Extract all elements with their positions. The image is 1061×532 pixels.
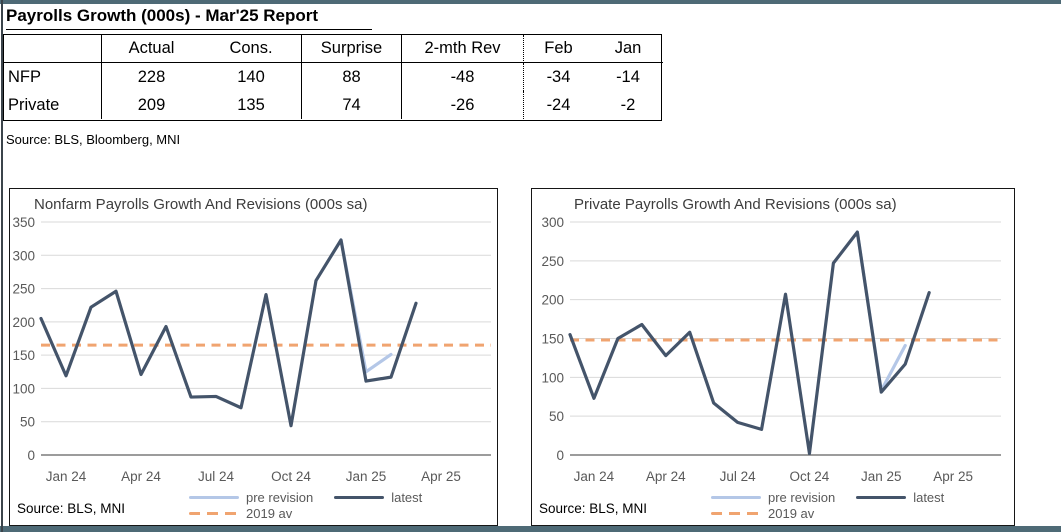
table-header-feb[interactable]: Feb (523, 35, 593, 63)
svg-text:300: 300 (541, 215, 564, 230)
svg-text:200: 200 (541, 293, 564, 308)
row-label-nfp[interactable]: NFP (8, 67, 41, 86)
private-legend-row-1: pre revision latest (711, 490, 944, 505)
legend-label-2019-av: 2019 av (246, 506, 293, 521)
svg-text:Oct 24: Oct 24 (790, 469, 830, 484)
nfp-actual[interactable]: 228 (101, 63, 201, 91)
svg-text:100: 100 (541, 370, 564, 385)
table-header-jan[interactable]: Jan (593, 35, 663, 63)
nonfarm-chart-title: Nonfarm Payrolls Growth And Revisions (0… (34, 196, 368, 213)
svg-text:0: 0 (27, 448, 35, 463)
nfp-surprise[interactable]: 88 (301, 63, 401, 91)
svg-text:200: 200 (12, 315, 35, 330)
legend-label-2019-av: 2019 av (768, 506, 815, 521)
pre-revision-line-swatch (711, 495, 761, 500)
private-cons[interactable]: 135 (237, 95, 265, 114)
private-surprise[interactable]: 74 (301, 91, 401, 119)
nonfarm-payrolls-chart[interactable]: 0 50 100 150 200 250 300 350 Jan 24 Apr 24 Jul 24 O… (9, 188, 498, 526)
private-legend-row-2: 2019 av (711, 506, 814, 521)
svg-text:Oct 24: Oct 24 (271, 469, 311, 484)
table-header-actual[interactable]: Actual (101, 35, 201, 63)
row-label-private[interactable]: Private (8, 95, 60, 114)
svg-text:Jul 24: Jul 24 (720, 469, 757, 484)
window-bottom-edge (0, 526, 1061, 532)
table-header-surprise[interactable]: Surprise (301, 35, 401, 63)
private-plot-area: 0 50 100 150 200 250 300 Jan 24 Apr 24 Jul 24 Oct … (541, 215, 1001, 484)
avg-2019-line-swatch (711, 511, 761, 516)
svg-text:50: 50 (549, 409, 564, 424)
svg-text:Jan 25: Jan 25 (346, 469, 387, 484)
svg-text:250: 250 (541, 254, 564, 269)
nonfarm-legend-row-2: 2019 av (189, 506, 292, 521)
avg-2019-line-swatch (189, 511, 239, 516)
svg-text:Apr 25: Apr 25 (933, 469, 973, 484)
svg-text:Jan 24: Jan 24 (46, 469, 87, 484)
nonfarm-legend-row-1: pre revision latest (189, 490, 422, 505)
private-feb[interactable]: -24 (523, 91, 593, 119)
nfp-cons[interactable]: 140 (237, 67, 265, 86)
table-header-empty[interactable] (4, 35, 101, 63)
svg-text:150: 150 (541, 332, 564, 347)
svg-text:Apr 25: Apr 25 (421, 469, 461, 484)
report-title: Payrolls Growth (000s) - Mar'25 Report (6, 6, 372, 30)
svg-text:Apr 24: Apr 24 (646, 469, 686, 484)
legend-label-latest: latest (913, 490, 945, 505)
svg-text:50: 50 (20, 415, 35, 430)
svg-text:150: 150 (12, 348, 35, 363)
nonfarm-chart-source: Source: BLS, MNI (17, 501, 126, 516)
latest-line-swatch (856, 495, 907, 500)
svg-text:Apr 24: Apr 24 (121, 469, 161, 484)
private-chart-source: Source: BLS, MNI (539, 501, 648, 516)
table-source-note: Source: BLS, Bloomberg, MNI (6, 132, 181, 147)
private-chart-title: Private Payrolls Growth And Revisions (0… (574, 196, 897, 213)
legend-label-pre-revision: pre revision (246, 490, 314, 505)
svg-text:350: 350 (12, 215, 35, 230)
window-left-edge (1, 0, 3, 532)
pre-revision-line-swatch (189, 495, 239, 500)
private-actual[interactable]: 209 (101, 91, 201, 119)
svg-text:Jan 25: Jan 25 (861, 469, 902, 484)
nfp-2mth-rev[interactable]: -48 (401, 63, 523, 91)
private-2mth-rev[interactable]: -26 (401, 91, 523, 119)
svg-text:Jul 24: Jul 24 (198, 469, 235, 484)
private-jan[interactable]: -2 (620, 95, 636, 114)
svg-text:0: 0 (556, 448, 564, 463)
private-payrolls-chart[interactable]: 0 50 100 150 200 250 300 Jan 24 Apr 24 Jul 24 Oct … (531, 188, 1015, 526)
svg-text:250: 250 (12, 282, 35, 297)
legend-label-latest: latest (391, 490, 423, 505)
svg-text:Jan 24: Jan 24 (574, 469, 615, 484)
svg-text:300: 300 (12, 248, 35, 263)
nfp-feb[interactable]: -34 (523, 63, 593, 91)
latest-line-swatch (334, 495, 385, 500)
table-header-2mth-rev[interactable]: 2-mth Rev (401, 35, 523, 63)
svg-text:100: 100 (12, 381, 35, 396)
nfp-jan[interactable]: -14 (616, 67, 640, 86)
table-header-cons[interactable]: Cons. (201, 35, 301, 63)
legend-label-pre-revision: pre revision (768, 490, 836, 505)
payrolls-table[interactable]: Actual Cons. Surprise 2-mth Rev Feb Jan … (3, 34, 663, 121)
window-top-edge (0, 0, 1061, 4)
nonfarm-plot-area: 0 50 100 150 200 250 300 350 Jan 24 Apr 24 Jul 24 O… (12, 215, 491, 484)
